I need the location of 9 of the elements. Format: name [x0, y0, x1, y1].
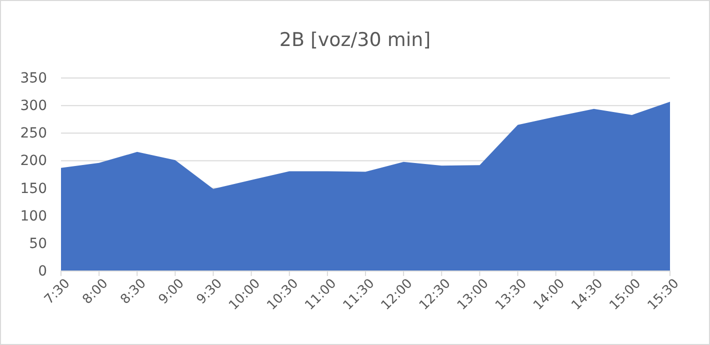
- y-tick-label: 250: [20, 126, 47, 142]
- y-tick-label: 300: [20, 98, 47, 114]
- y-tick-label: 0: [38, 263, 47, 280]
- y-tick-label: 150: [20, 180, 47, 197]
- y-tick-label: 50: [29, 236, 47, 252]
- chart-title: 2B [voz/30 min]: [279, 29, 431, 51]
- y-tick-label: 350: [20, 70, 47, 86]
- y-tick-label: 100: [20, 208, 47, 224]
- y-tick-label: 200: [20, 153, 47, 170]
